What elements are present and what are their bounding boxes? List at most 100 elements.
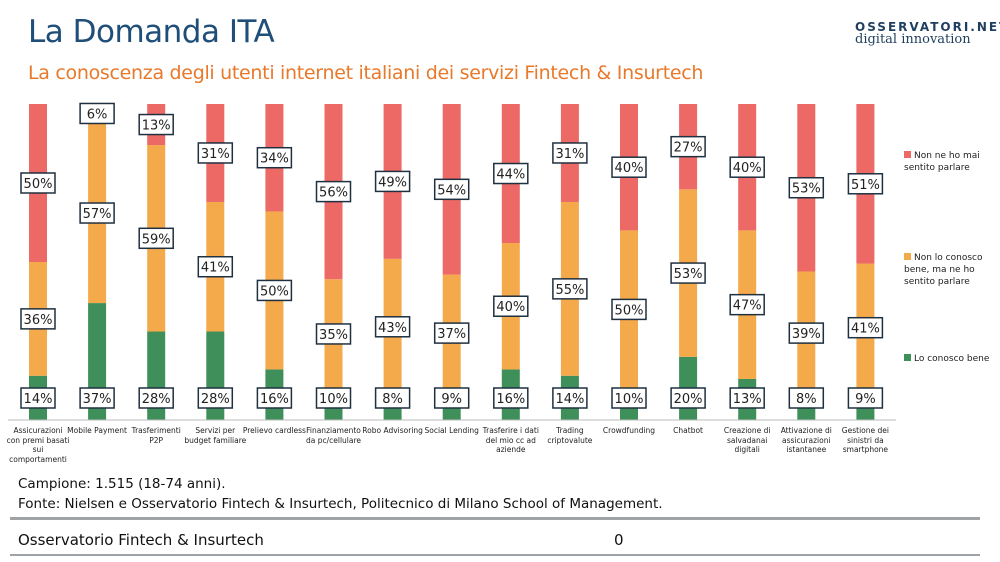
data-label: 37% (83, 392, 112, 407)
category-label: Assicurazioni con premi basati sui compo… (6, 426, 70, 464)
data-label: 37% (437, 327, 466, 342)
data-label-box (79, 102, 115, 125)
data-label-box (138, 387, 174, 409)
category-label: Trasferimenti P2P (131, 426, 181, 445)
data-label-box (670, 135, 706, 158)
data-label-box (79, 387, 115, 409)
page-number: 0 (614, 531, 624, 549)
data-label: 50% (24, 177, 53, 192)
osservatori-logo: OSSERVATORI.NET digital innovation (855, 20, 1000, 47)
data-label: 50% (615, 303, 644, 318)
legend-swatch (904, 151, 911, 158)
data-label: 31% (555, 147, 584, 162)
data-label-box (256, 279, 293, 302)
category-label: Robo Advisoring (362, 426, 423, 435)
legend-item-heard-of: Non lo conosco bene, ma ne ho sentito pa… (904, 252, 996, 288)
data-label-box (20, 308, 56, 330)
data-label: 8% (796, 392, 817, 407)
data-label-box (374, 316, 411, 338)
page-title: La Domanda ITA (28, 14, 275, 50)
data-label: 59% (142, 232, 171, 247)
data-label: 9% (855, 392, 876, 407)
data-label: 49% (378, 175, 407, 190)
data-label: 16% (496, 392, 525, 407)
data-label-box (729, 156, 765, 178)
data-label: 40% (615, 161, 644, 176)
data-label: 14% (24, 392, 53, 407)
data-label-box (788, 387, 825, 409)
data-label-box (493, 387, 529, 409)
divider (10, 554, 980, 556)
data-label-box (20, 387, 56, 409)
data-label-box (315, 323, 352, 345)
data-label-box (670, 262, 706, 284)
data-label-box (315, 387, 352, 409)
source-note: Fonte: Nielsen e Osservatorio Fintech & … (18, 496, 663, 512)
legend-item-know-well: Lo conosco bene (904, 353, 996, 365)
legend-swatch (904, 253, 911, 260)
divider (10, 517, 980, 520)
data-label: 55% (555, 283, 584, 298)
data-label: 10% (615, 392, 644, 407)
data-label: 40% (733, 161, 762, 176)
data-label: 53% (792, 182, 821, 197)
data-label-box (433, 322, 470, 344)
data-label: 43% (378, 321, 407, 336)
data-label-box (433, 387, 470, 409)
data-label-box (788, 322, 825, 344)
data-label: 6% (87, 107, 108, 122)
category-label: Crowdfunding (602, 426, 656, 435)
data-label: 10% (319, 392, 348, 407)
data-label: 41% (201, 261, 230, 276)
data-label: 20% (674, 392, 703, 407)
legend-item-never-heard: Non ne ho mai sentito parlare (904, 150, 996, 174)
data-label-box (138, 227, 174, 250)
legend-label: Non lo conosco bene, ma ne ho sentito pa… (904, 253, 983, 287)
data-label-box (138, 113, 174, 136)
data-label-box (611, 387, 647, 409)
data-label-box (374, 170, 411, 193)
legend-label: Lo conosco bene (914, 354, 990, 364)
data-label-box (315, 180, 352, 203)
data-label-box (552, 387, 588, 409)
data-label-box (374, 387, 411, 409)
data-label: 53% (674, 267, 703, 282)
data-label: 13% (142, 119, 171, 134)
data-label-box (197, 387, 234, 409)
data-label-box (79, 202, 115, 224)
data-label-box (729, 387, 765, 409)
data-label: 14% (555, 392, 584, 407)
data-label: 47% (733, 299, 762, 314)
category-label: Trasferire i dati del mio cc ad aziende (482, 426, 539, 454)
data-label-box (611, 156, 647, 178)
category-label: Gestione dei sinistri da smartphone (841, 426, 889, 454)
category-label: Creazione di salvadanai digitali (723, 426, 771, 454)
data-label: 56% (319, 186, 348, 201)
legend-swatch (904, 354, 911, 361)
data-label-box (847, 387, 884, 409)
data-label: 13% (733, 392, 762, 407)
data-label-box (256, 146, 293, 169)
page-subtitle: La conoscenza degli utenti internet ital… (28, 62, 704, 84)
data-label: 27% (674, 141, 703, 156)
category-label: Trading criptovalute (547, 426, 593, 445)
data-label: 28% (201, 392, 230, 407)
category-label: Attivazione di assicurazioni istantanee (780, 426, 832, 454)
category-label: Social Lending (424, 426, 479, 435)
legend-label: Non ne ho mai sentito parlare (904, 151, 980, 173)
data-label-box (197, 142, 234, 164)
data-label-box (433, 178, 470, 201)
data-label-box (256, 387, 293, 409)
data-label-box (493, 295, 529, 317)
category-label: Finanziamento da pc/cellulare (305, 426, 362, 445)
data-label-box (847, 316, 884, 339)
data-label: 28% (142, 392, 171, 407)
data-label: 36% (24, 313, 53, 328)
data-label: 41% (851, 322, 880, 337)
footer-label: Osservatorio Fintech & Insurtech (18, 531, 264, 549)
data-label-box (729, 293, 765, 316)
data-label: 44% (496, 168, 525, 183)
data-label-box (197, 255, 234, 278)
data-label-box (670, 387, 706, 409)
